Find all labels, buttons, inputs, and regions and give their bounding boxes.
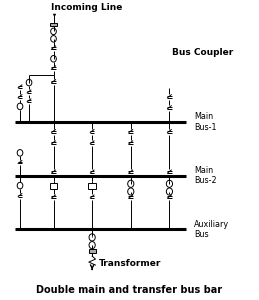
Bar: [88, 183, 96, 189]
Circle shape: [51, 28, 56, 35]
Circle shape: [51, 56, 56, 62]
Circle shape: [17, 103, 23, 110]
Text: Main
Bus-2: Main Bus-2: [194, 166, 217, 185]
Circle shape: [166, 188, 172, 195]
Bar: [50, 22, 57, 26]
Text: Incoming Line: Incoming Line: [51, 3, 122, 12]
Text: Bus Coupler: Bus Coupler: [172, 48, 233, 57]
Circle shape: [51, 35, 56, 42]
Text: Transformer: Transformer: [99, 259, 161, 268]
Circle shape: [89, 234, 95, 241]
Circle shape: [17, 150, 23, 156]
Text: Auxiliary
Bus: Auxiliary Bus: [194, 220, 229, 239]
Circle shape: [17, 182, 23, 189]
Circle shape: [89, 242, 95, 249]
Bar: [50, 183, 57, 189]
Circle shape: [128, 180, 134, 188]
Text: Double main and transfer bus bar: Double main and transfer bus bar: [37, 285, 222, 295]
Bar: [89, 249, 96, 253]
Circle shape: [26, 79, 32, 86]
Circle shape: [128, 188, 134, 195]
Text: Main
Bus-1: Main Bus-1: [194, 112, 217, 132]
Circle shape: [166, 180, 172, 188]
